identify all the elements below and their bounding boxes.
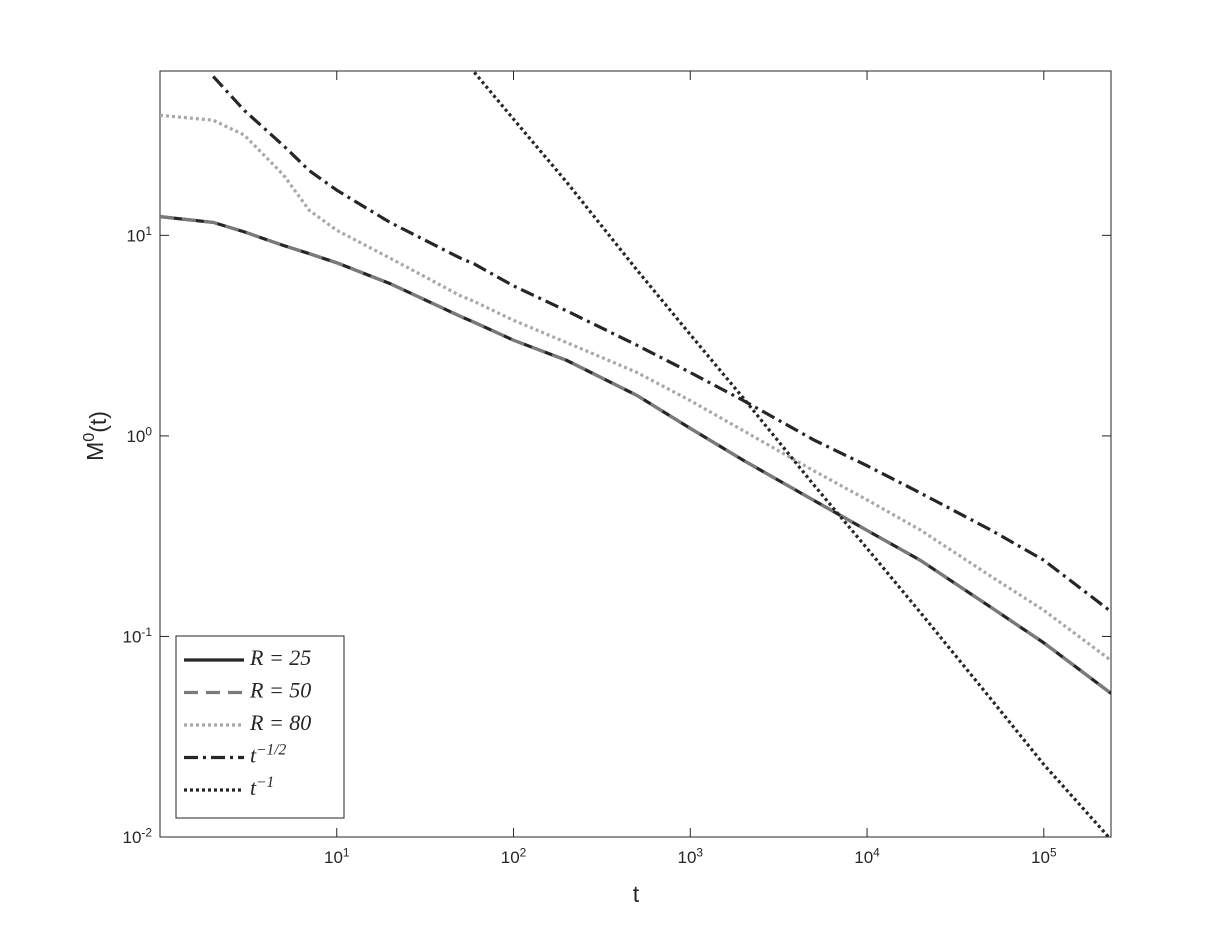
legend: R = 25 R = 50 R = 80 t−1/2 t−1 [175, 635, 345, 819]
legend-label: R = 25 [249, 645, 311, 670]
x-tick-label: 102 [501, 846, 527, 868]
y-axis-label: M0(t) [80, 411, 111, 461]
x-tick-label: 103 [678, 846, 704, 868]
y-tick-label: 10-2 [123, 826, 153, 848]
y-tick-label: 100 [126, 425, 152, 447]
plot-lines [160, 71, 1111, 837]
y-tick-label: 101 [126, 224, 152, 246]
y-tick-label: 10-1 [123, 625, 153, 647]
x-axis-label: t [633, 881, 640, 907]
x-tick-label: 101 [324, 846, 350, 868]
legend-box [175, 635, 345, 819]
legend-label: t−1 [250, 774, 274, 800]
legend-label: R = 80 [249, 710, 311, 735]
legend-label: R = 50 [249, 678, 311, 703]
legend-label: t−1/2 [250, 741, 286, 767]
series-line [160, 215, 1111, 695]
x-tick-label: 105 [1031, 846, 1057, 868]
series-line [160, 113, 1111, 662]
x-tick-label: 104 [854, 846, 880, 868]
